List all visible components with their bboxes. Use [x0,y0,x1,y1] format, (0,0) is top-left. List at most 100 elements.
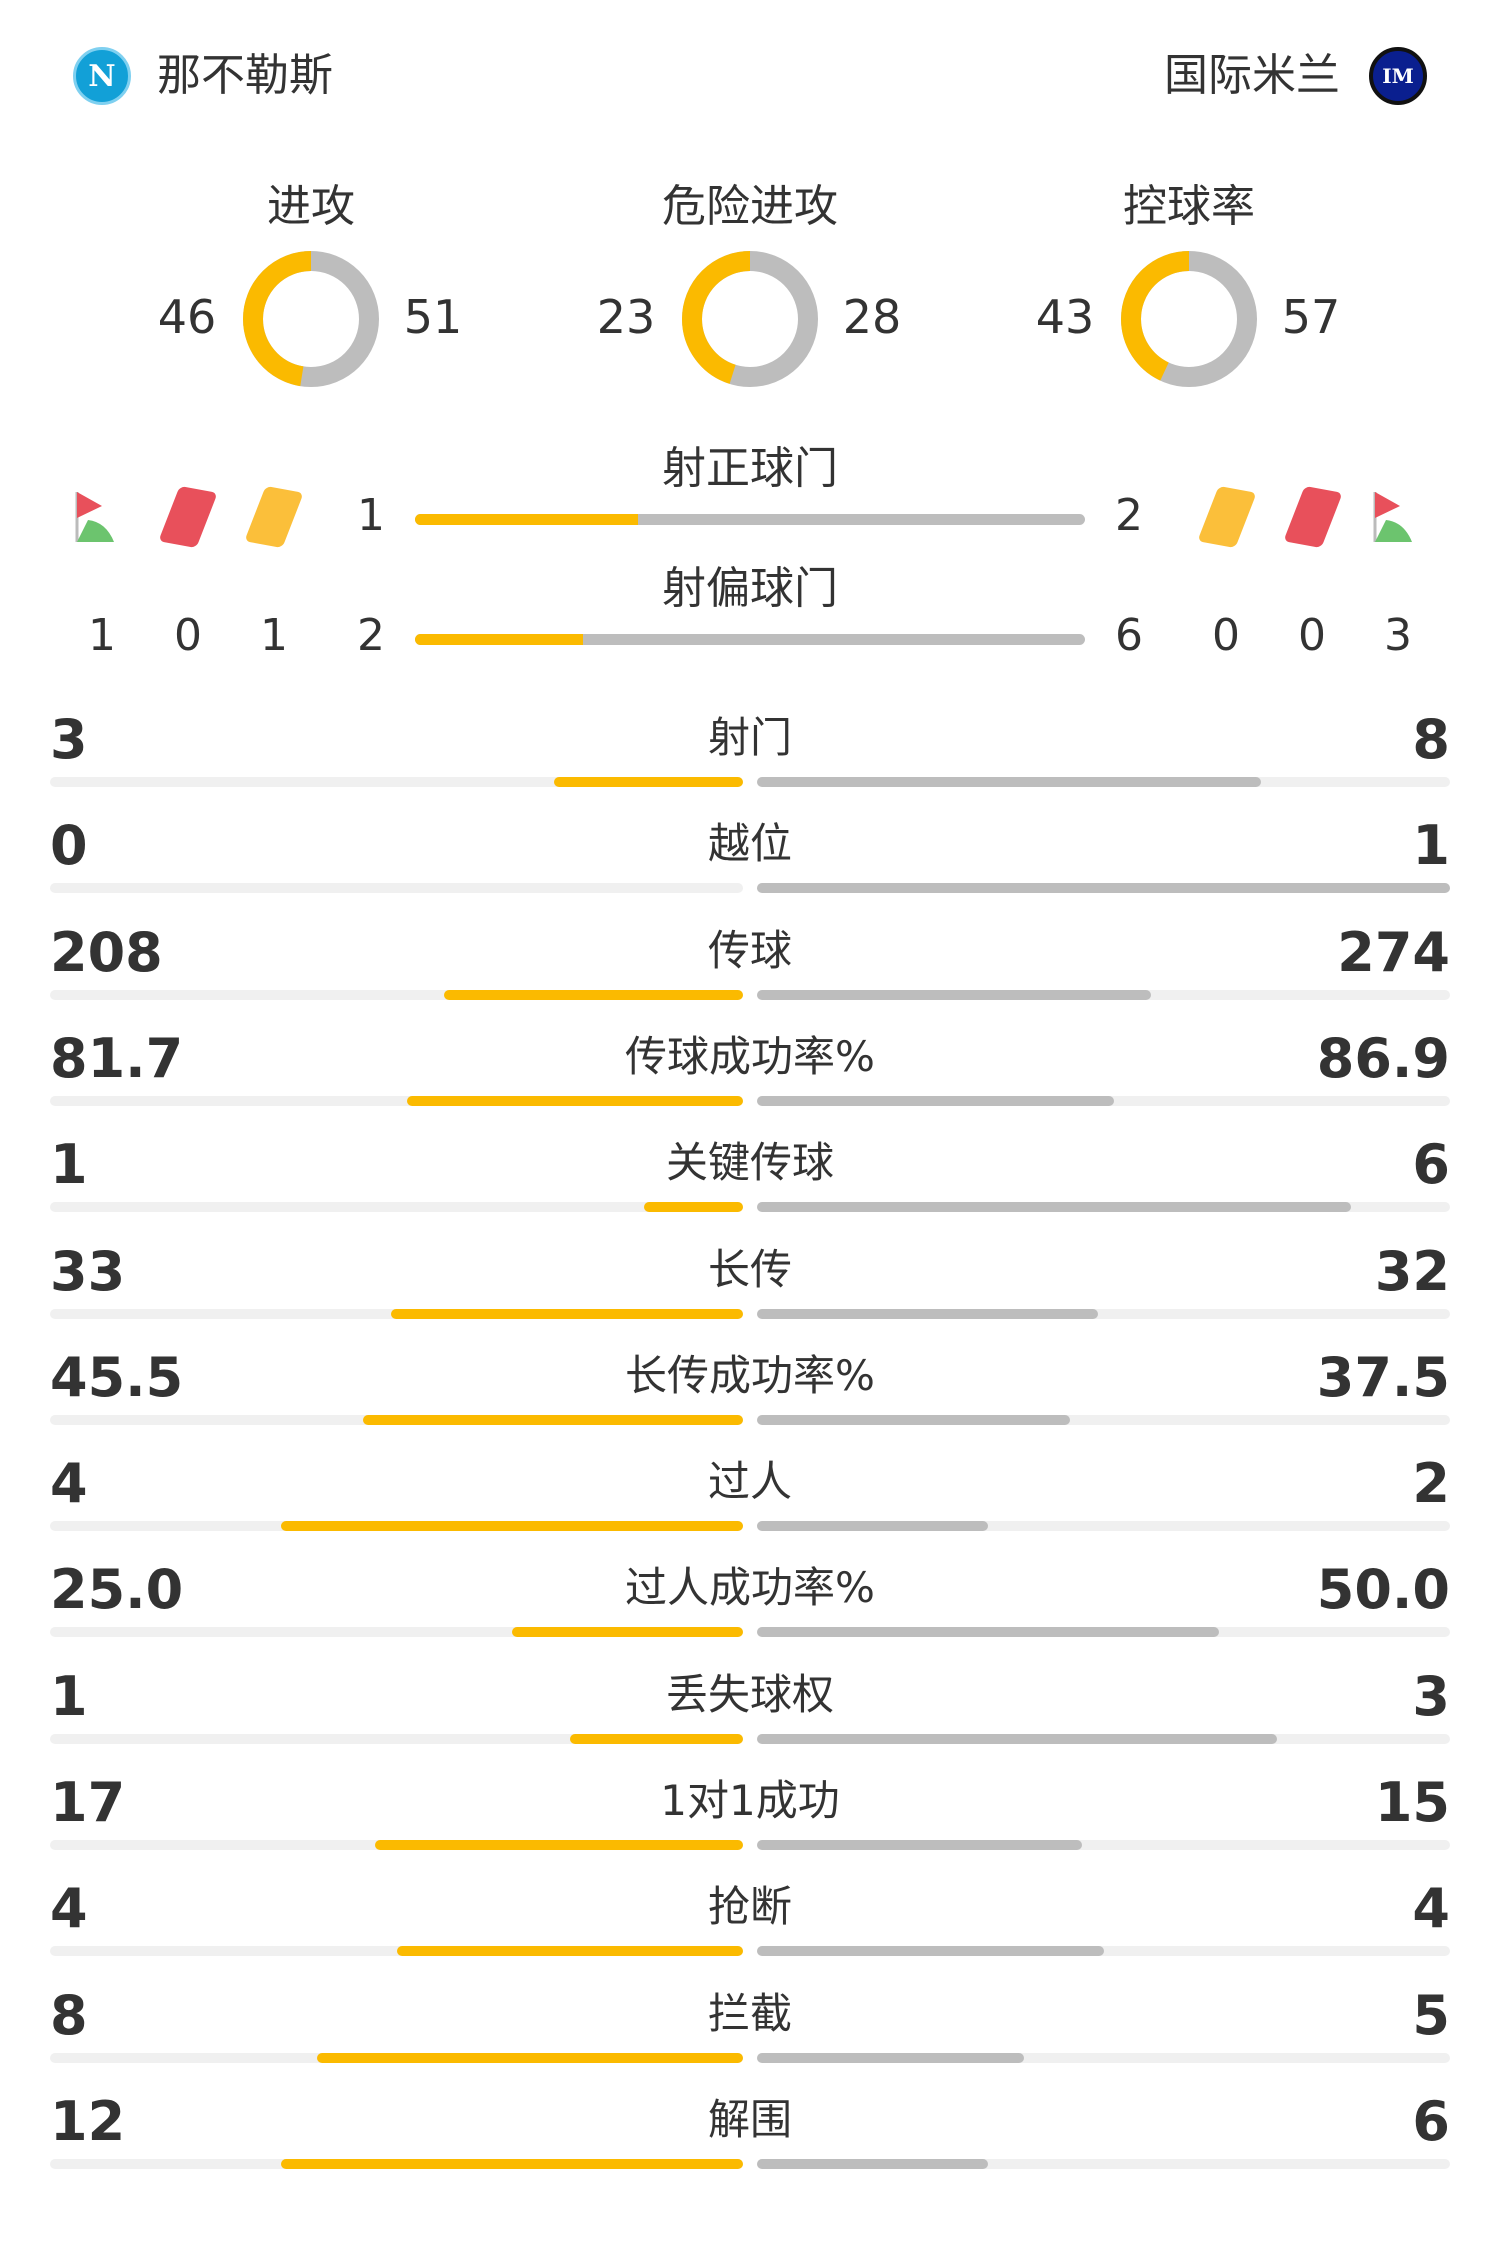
donut-title: 控球率 [1123,181,1255,232]
stat-home-fill [644,1202,743,1213]
stat-home-track [50,989,743,1000]
stat-home-track [50,883,743,894]
stat-label: 射门 [707,713,792,762]
stat-home-fill [512,1627,743,1638]
stat-away-track [757,1733,1450,1744]
stat-away-fill [757,1308,1099,1319]
away-red-cards: 0 [1298,610,1326,661]
stat-home-fill [281,2158,743,2169]
away-team-name[interactable]: 国际米兰 [1164,50,1340,101]
stat-home-value: 208 [50,920,163,984]
stat-home-fill [407,1095,743,1106]
stat-away-fill [757,1521,988,1532]
stat-home-track [50,1733,743,1744]
donut-title: 进攻 [267,181,355,232]
yellow-card-icon [244,485,304,549]
home-team-name[interactable]: 那不勒斯 [157,50,333,101]
stat-row: 8 拦截 5 [0,1984,1500,2090]
donut-away-value: 28 [842,290,902,344]
stat-home-value: 1 [50,1664,88,1728]
stat-away-value: 2 [1412,1452,1450,1516]
stat-row: 3 射门 8 [0,708,1500,814]
stat-home-value: 0 [50,814,88,878]
stat-away-fill [757,1840,1082,1850]
home-yellow-cards: 1 [260,610,288,661]
stat-label: 长传成功率% [625,1350,875,1400]
stat-away-fill [757,1095,1115,1106]
stat-row: 33 长传 32 [0,1240,1500,1346]
stat-away-value: 274 [1337,920,1450,984]
stat-away-track [757,1946,1450,1957]
stat-row: 4 过人 2 [0,1452,1500,1558]
stat-away-value: 6 [1412,2089,1450,2153]
stat-home-value: 1 [50,1133,88,1197]
stat-away-value: 6 [1412,1133,1450,1197]
stat-label: 1对1成功 [660,1776,840,1825]
stat-away-fill [757,2052,1024,2063]
stat-home-value: 4 [50,1452,88,1516]
red-card-icon [158,485,218,549]
shots-off-target-title: 射偏球门 [662,563,838,614]
stat-home-track [50,1095,743,1106]
stat-away-value: 15 [1374,1771,1450,1834]
stat-row: 4 抢断 4 [0,1877,1500,1983]
stat-away-value: 50.0 [1316,1558,1450,1622]
stat-home-track [50,1202,743,1213]
shots-off-home: 2 [357,610,385,661]
stat-away-track [757,1095,1450,1106]
stat-away-fill [757,1414,1071,1425]
shots-on-home-fill [415,514,639,525]
stat-home-value: 12 [50,2089,126,2153]
stat-away-value: 3 [1412,1664,1450,1728]
stat-home-track [50,1627,743,1638]
stat-home-value: 33 [50,1239,126,1303]
stat-away-track [757,777,1450,787]
donut-chart [1121,251,1257,387]
shots-off-away: 6 [1115,610,1143,661]
away-yellow-cards: 0 [1212,610,1240,661]
home-team-logo: N [73,47,131,105]
away-team-logo: IM [1369,47,1427,105]
donut-away-value: 57 [1281,290,1341,344]
stat-row: 1 关键传球 6 [0,1133,1500,1239]
stat-away-track [757,883,1450,894]
stat-home-value: 17 [50,1771,126,1834]
donut-chart [243,251,379,387]
stat-row: 81.7 传球成功率% 86.9 [0,1027,1500,1133]
corner-flag-icon [75,492,114,542]
stat-home-fill [569,1733,743,1744]
stat-away-fill [757,2158,988,2169]
stat-home-fill [374,1840,743,1850]
stat-home-track [50,2158,743,2169]
donut-home-value: 43 [1035,290,1095,344]
donut-home-arc [243,251,379,387]
stat-away-fill [757,1946,1104,1957]
stat-home-track [50,2052,743,2063]
stat-label: 过人成功率% [625,1563,875,1613]
yellow-card-icon [1197,485,1257,549]
stat-away-value: 4 [1412,1877,1450,1941]
stat-row: 17 1对1成功 15 [0,1771,1500,1877]
stat-home-track [50,1840,743,1850]
shots-on-target-title: 射正球门 [662,443,838,494]
stat-away-track [757,1202,1450,1213]
corner-flag-icon [1373,492,1412,542]
stat-home-fill [554,777,743,787]
stat-home-value: 25.0 [50,1558,184,1622]
stat-away-track [757,2158,1450,2169]
stat-label: 越位 [707,819,792,869]
red-card-icon [1283,485,1343,549]
stat-away-value: 32 [1374,1239,1450,1303]
stat-home-fill [281,1521,743,1532]
stat-away-fill [757,1627,1219,1638]
stat-away-track [757,1521,1450,1532]
stat-home-fill [443,989,743,1000]
stat-home-track [50,1946,743,1957]
stat-label: 解围 [707,2094,792,2144]
stat-home-fill [363,1414,743,1425]
shots-on-home: 1 [357,490,385,541]
stat-row: 25.0 过人成功率% 50.0 [0,1558,1500,1664]
donut-home-value: 23 [596,290,656,344]
stat-home-track [50,1521,743,1532]
stat-label: 拦截 [707,1988,792,2038]
